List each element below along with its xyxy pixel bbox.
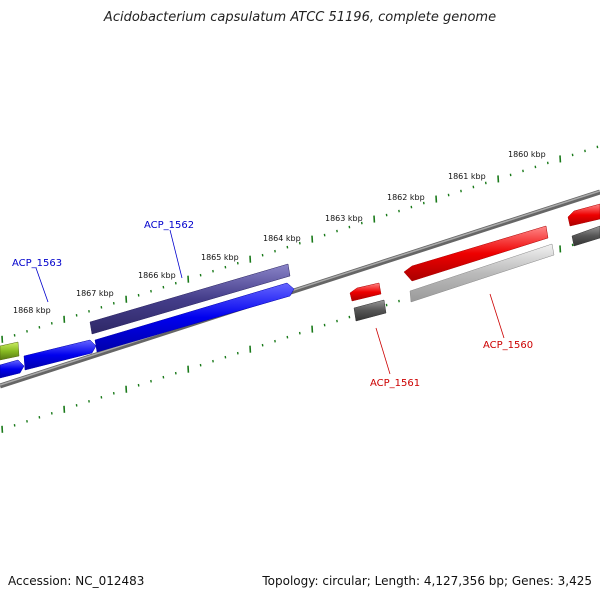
tick-label: 1861 kbp [448, 172, 486, 181]
gene-acp-1562 [94, 282, 295, 353]
scale-labels: 1860 kbp 1861 kbp 1862 kbp 1863 kbp 1864… [13, 150, 546, 315]
genome-backbone [0, 189, 600, 389]
tick-label: 1864 kbp [263, 234, 301, 243]
gene-acp-1561-shadow [353, 299, 387, 322]
tick-label: 1868 kbp [13, 306, 51, 315]
gene-partial-green [0, 341, 20, 361]
gene-label-acp-1560: ACP_1560 [483, 340, 533, 351]
reverse-strand-genes [349, 203, 600, 322]
upper-tick-track [1, 145, 599, 343]
gene-partial-right-red [567, 203, 600, 227]
gene-acp-1560-shadow [409, 243, 555, 303]
gene-labels: ACP_1563 ACP_1562 ACP_1561 ACP_1560 [12, 220, 533, 389]
gene-leaders [35, 229, 505, 375]
tick-label: 1860 kbp [508, 150, 546, 159]
tick-label: 1867 kbp [76, 289, 114, 298]
gene-label-acp-1561: ACP_1561 [370, 378, 420, 389]
tick-label: 1862 kbp [387, 193, 425, 202]
gene-acp-1562-shadow [89, 263, 291, 335]
gene-acp-1560 [403, 225, 549, 282]
forward-strand-genes [0, 263, 295, 379]
accession-text: Accession: NC_012483 [8, 574, 145, 588]
gene-label-acp-1563: ACP_1563 [12, 258, 62, 269]
gene-partial-right-dark [571, 225, 600, 247]
genome-stats-text: Topology: circular; Length: 4,127,356 bp… [262, 574, 592, 588]
tick-label: 1865 kbp [201, 253, 239, 262]
gene-acp-1563 [23, 339, 97, 371]
tick-label: 1866 kbp [138, 271, 176, 280]
gene-partial-left [0, 359, 25, 379]
genome-title: Acidobacterium capsulatum ATCC 51196, co… [103, 10, 497, 25]
gene-label-acp-1562: ACP_1562 [144, 220, 194, 231]
gene-acp-1561 [349, 282, 382, 302]
tick-label: 1863 kbp [325, 214, 363, 223]
